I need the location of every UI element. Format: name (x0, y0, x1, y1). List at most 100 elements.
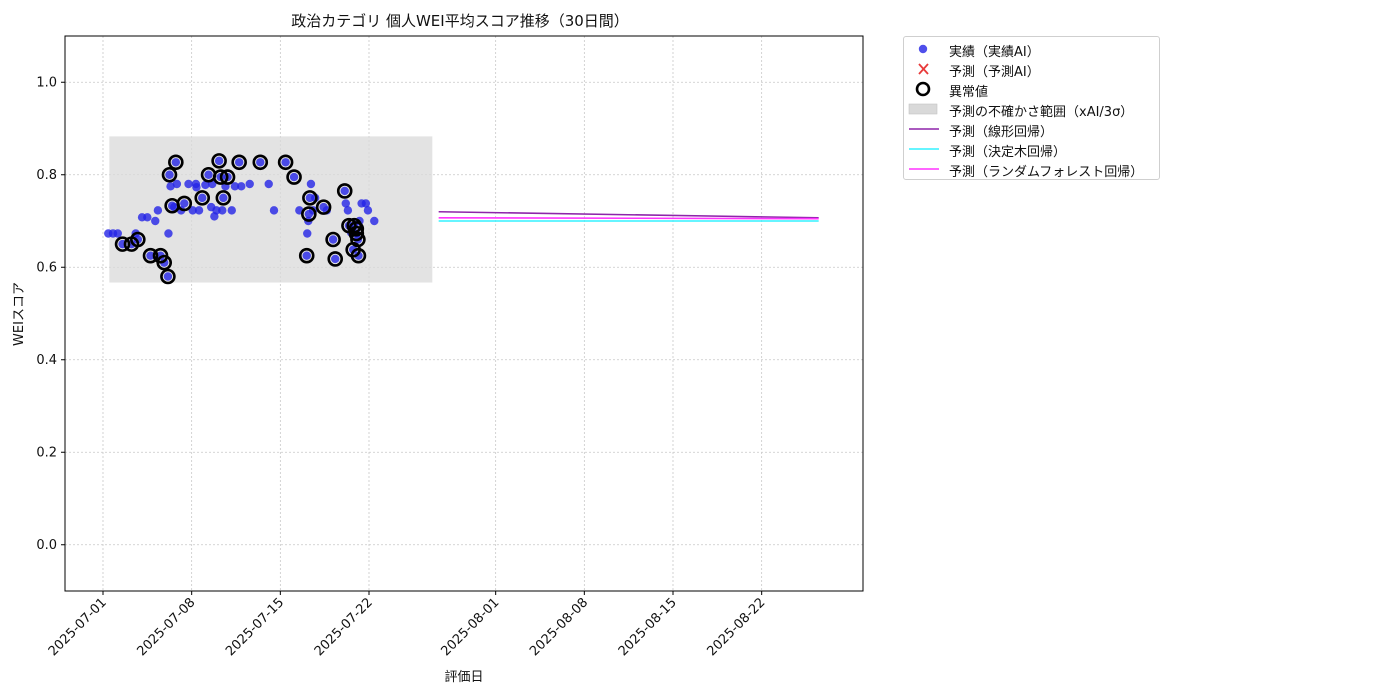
anomaly-marker (156, 254, 173, 271)
anomaly-marker (219, 169, 236, 185)
legend-marker-anomaly (915, 81, 931, 97)
x-tick-label: 2025-07-22 (312, 595, 376, 659)
actual-point (361, 199, 371, 208)
legend-marker-predicted-b (918, 63, 929, 75)
actual-point (201, 180, 210, 190)
actual-point (234, 158, 244, 167)
legend-symbol-tree (909, 148, 939, 150)
actual-point (302, 251, 311, 260)
actual-point (219, 193, 228, 203)
y-tick-label: 1.0 (36, 75, 57, 90)
anomaly-marker (286, 169, 302, 185)
actual-point (363, 206, 373, 215)
actual-point (328, 235, 338, 244)
x-tick-label: 2025-08-15 (616, 595, 680, 659)
actual-point (227, 206, 236, 215)
actual-point (165, 170, 174, 179)
anomaly-marker (315, 199, 332, 215)
actual-point (218, 206, 227, 215)
anomaly-marker (302, 190, 318, 206)
anomaly-marker (114, 236, 131, 252)
actual-point (192, 183, 201, 192)
actual-point (245, 179, 254, 189)
x-tick-label: 2025-07-15 (223, 595, 287, 659)
legend-label-linear: 予測（線形回帰） (949, 125, 1054, 140)
legend-label-predicted: 予測（予測AI） (949, 65, 1040, 80)
actual-point (198, 193, 207, 203)
y-tick-label: 0.2 (36, 445, 57, 460)
anomaly-markers-layer (114, 153, 367, 285)
legend-symbol-forest (909, 168, 939, 170)
actual-point (343, 206, 353, 215)
anomaly-marker (350, 247, 367, 264)
actual-point (143, 213, 152, 222)
actual-point (269, 206, 279, 215)
actual-point (214, 156, 224, 166)
actual-point (133, 235, 143, 244)
y-tick-label: 0.8 (36, 168, 57, 183)
x-axis-label: 評価日 (444, 670, 483, 685)
actual-point (212, 206, 221, 215)
anomaly-marker (350, 231, 366, 248)
actual-point (354, 251, 363, 260)
legend-item-linear: 予測（線形回帰） (904, 119, 1159, 140)
y-tick-label: 0.4 (36, 353, 57, 368)
anomaly-marker (176, 195, 193, 212)
anomaly-marker (215, 190, 232, 206)
actual-point (306, 179, 316, 189)
legend-symbol-anomaly (915, 81, 931, 97)
actual-point (237, 182, 246, 191)
actual-point (113, 229, 122, 238)
actual-point (164, 229, 173, 238)
y-tick-label: 0.6 (36, 260, 57, 275)
legend-marker-band (908, 103, 938, 115)
anomaly-marker (277, 154, 294, 171)
prediction-lines-layer (438, 210, 819, 222)
legend-label-tree: 予測（決定木回帰） (949, 145, 1067, 160)
anomaly-marker (252, 154, 269, 171)
anomaly-marker (212, 169, 229, 185)
x-tick-label: 2025-07-01 (46, 595, 110, 659)
x-tick-label: 2025-07-08 (134, 595, 198, 659)
legend: 実績（実績AI） 予測（予測AI） 異常値 予測の不確かさ範囲（xAI/3σ） 予測（線… (903, 36, 1160, 180)
anomaly-marker (336, 183, 353, 199)
actual-point (194, 206, 204, 215)
actual-point (171, 158, 181, 167)
actual-point (331, 254, 340, 264)
legend-label-uncertainty: 予測の不確かさ範囲（xAI/3σ） (949, 105, 1134, 120)
x-tick-label: 2025-08-01 (438, 595, 502, 659)
legend-symbol-actual (918, 44, 928, 54)
legend-item-tree: 予測（決定木回帰） (904, 139, 1159, 160)
anomaly-marker (194, 190, 211, 206)
actual-point (151, 216, 160, 226)
legend-marker-actual (918, 44, 928, 54)
actual-point (289, 172, 299, 182)
actual-point (153, 206, 163, 215)
anomaly-marker (142, 247, 159, 264)
anomaly-marker (211, 153, 227, 169)
anomaly-marker (325, 231, 341, 248)
legend-symbol-predicted (918, 63, 929, 75)
actual-point (230, 182, 240, 191)
actual-point (180, 199, 189, 208)
x-axis-ticks: 2025-07-01 2025-07-08 2025-07-15 2025-07-22… (46, 591, 768, 659)
actual-point (166, 182, 175, 191)
actual-point (146, 251, 155, 260)
actual-point (281, 158, 290, 167)
legend-label-actual: 実績（実績AI） (949, 45, 1040, 60)
anomaly-marker (348, 221, 365, 237)
anomaly-marker (130, 231, 146, 248)
grid-lines (65, 36, 863, 591)
actual-point (256, 158, 265, 167)
actual-point (172, 179, 182, 189)
chart-title: 政治カテゴリ 個人WEI平均スコア推移（30日間） (291, 12, 629, 30)
legend-item-uncertainty: 予測の不確かさ範囲（xAI/3σ） (904, 99, 1159, 120)
legend-item-actual: 実績（実績AI） (904, 39, 1159, 60)
actual-point (348, 245, 358, 254)
actual-point (204, 170, 213, 179)
y-tick-label: 0.0 (36, 538, 57, 553)
actual-point (370, 216, 379, 226)
anomaly-marker (168, 154, 184, 171)
y-axis-label: WEIスコア (12, 282, 27, 346)
legend-item-predicted: 予測（予測AI） (904, 59, 1159, 80)
